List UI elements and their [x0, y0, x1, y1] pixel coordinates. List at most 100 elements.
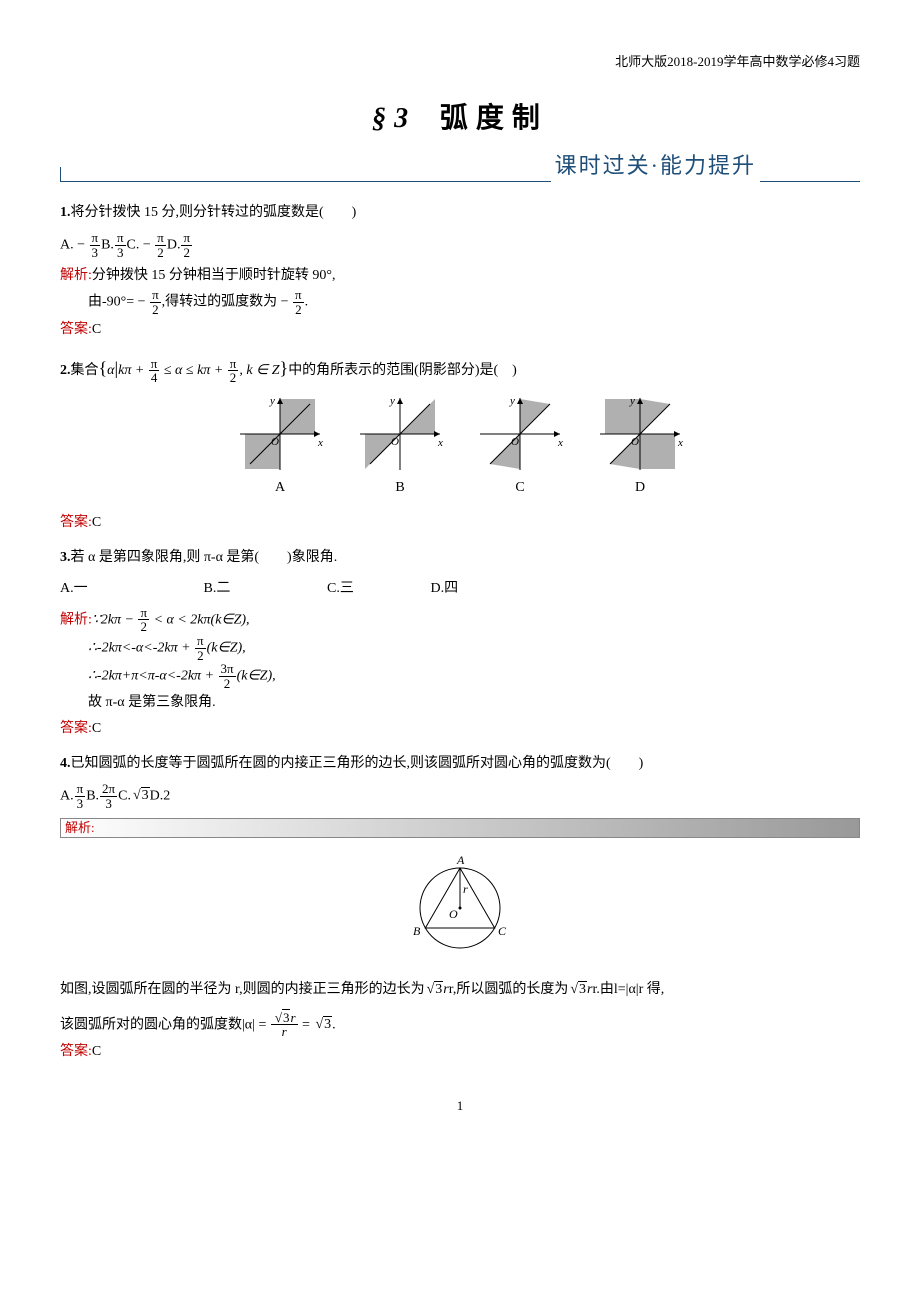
- angle-svg-b: x y O: [355, 395, 445, 473]
- set-close-brace: }: [280, 358, 289, 378]
- solution-line: 由-90°= − π2,得转过的弧度数为 − π2.: [88, 288, 860, 316]
- vertex-a-label: A: [456, 853, 465, 867]
- center-o-label: O: [449, 907, 458, 921]
- opt-d: D.2: [150, 788, 171, 803]
- problem-1: 1.将分针拨快 15 分,则分针转过的弧度数是( ): [60, 200, 860, 225]
- opt-a: A.一: [60, 576, 200, 601]
- answer-label: 答案:: [60, 1044, 92, 1059]
- svg-text:x: x: [557, 437, 563, 449]
- angle-svg-c: x y O: [475, 395, 565, 473]
- opt-b: B.二: [204, 576, 324, 601]
- page-number: 1: [60, 1094, 860, 1117]
- svg-text:O: O: [511, 436, 519, 448]
- solution-line: 解析:分钟拨快 15 分钟相当于顺时针旋转 90°,: [60, 263, 860, 288]
- frac-3pi-2: 3π2: [219, 662, 236, 690]
- subtitle-row: 课时过关·能力提升: [60, 150, 860, 182]
- solution-line: ∴-2kπ<-α<-2kπ + π2(k∈Z),: [88, 634, 860, 662]
- sqrt-3: 3: [273, 1011, 291, 1025]
- answer-value: C: [92, 515, 101, 530]
- frac-sqrt3r-r: 3rr: [271, 1011, 298, 1039]
- sqrt-3: 3: [425, 977, 444, 1002]
- sqrt-3: 3: [313, 1012, 332, 1037]
- frac-pi-2: π2: [228, 357, 239, 385]
- set-expr: , k ∈ Z: [239, 363, 279, 378]
- title-section-number: §3: [372, 103, 416, 134]
- set-open-brace: {: [99, 358, 108, 378]
- frac-pi-2: π2: [138, 606, 149, 634]
- svg-text:y: y: [269, 395, 275, 407]
- opt-d-prefix: D.: [167, 237, 181, 252]
- solution-text: ∴-2kπ<-α<-2kπ +: [88, 640, 194, 655]
- solution-text: < α < 2kπ(k∈Z),: [150, 612, 250, 627]
- subtitle-text: 课时过关·能力提升: [551, 146, 760, 186]
- frac-pi-3: π3: [75, 782, 86, 810]
- answer-line: 答案:C: [60, 317, 860, 342]
- svg-text:x: x: [317, 437, 323, 449]
- diagram-c: x y O C: [475, 395, 565, 500]
- svg-text:y: y: [629, 395, 635, 407]
- problem-3: 3.若 α 是第四象限角,则 π-α 是第( )象限角.: [60, 545, 860, 570]
- problem-3-options: A.一 B.二 C.三 D.四: [60, 576, 860, 601]
- problem-text: 将分针拨快 15 分,则分针转过的弧度数是( ): [71, 205, 357, 220]
- frac-pi-2: π2: [181, 231, 192, 259]
- svg-text:x: x: [437, 437, 443, 449]
- angle-svg-d: x y O: [595, 395, 685, 473]
- angle-svg-a: x y O: [235, 395, 325, 473]
- opt-a-prefix: A. −: [60, 237, 89, 252]
- solution-text: 分钟拨快 15 分钟相当于顺时针旋转 90°,: [92, 268, 336, 283]
- vertex-c-label: C: [498, 924, 507, 938]
- sqrt-3: 3: [131, 783, 150, 808]
- solution-line: ∴-2kπ+π<π-α<-2kπ + 3π2(k∈Z),: [88, 662, 860, 690]
- problem-text: 已知圆弧的长度等于圆弧所在圆的内接正三角形的边长,则该圆弧所对圆心角的弧度数为(…: [71, 756, 644, 771]
- solution-text: .: [305, 295, 309, 310]
- solution-line: 解析:∵2kπ − π2 < α < 2kπ(k∈Z),: [60, 606, 860, 634]
- opt-a-prefix: A.: [60, 788, 74, 803]
- diagram-label: B: [395, 480, 404, 495]
- frac-pi-2: π2: [155, 231, 166, 259]
- frac-pi-4: π4: [149, 357, 160, 385]
- problem-number: 1.: [60, 205, 71, 220]
- solution-bar: 解析:: [60, 818, 860, 838]
- answer-label: 答案:: [60, 322, 92, 337]
- diagram-label: A: [275, 480, 285, 495]
- problem-number: 2.: [60, 363, 71, 378]
- frac-pi-2: π2: [150, 288, 161, 316]
- frac-2pi-3: 2π3: [100, 782, 117, 810]
- problem-1-options: A. − π3B.π3C. − π2D.π2: [60, 231, 860, 259]
- answer-value: C: [92, 322, 101, 337]
- title-main: 弧度制: [440, 102, 548, 133]
- opt-b-prefix: B.: [101, 237, 114, 252]
- answer-line: 答案:C: [60, 510, 860, 535]
- diagram-a: x y O A: [235, 395, 325, 500]
- diagram-b: x y O B: [355, 395, 445, 500]
- solution-label: 解析:: [60, 612, 92, 627]
- answer-label: 答案:: [60, 515, 92, 530]
- radius-r-label: r: [463, 882, 468, 896]
- solution-text: ∵2kπ −: [92, 612, 138, 627]
- answer-value: C: [92, 1044, 101, 1059]
- diagram-d: x y O D: [595, 395, 685, 500]
- solution-text: (k∈Z),: [237, 669, 276, 684]
- solution-paragraph: 如图,设圆弧所在圆的半径为 r,则圆的内接正三角形的边长为3rr,所以圆弧的长度…: [60, 977, 860, 1002]
- svg-text:O: O: [391, 436, 399, 448]
- solution-paragraph: 该圆弧所对的圆心角的弧度数|α| = 3rr = 3.: [60, 1011, 860, 1039]
- solution-label: 解析:: [65, 820, 95, 835]
- problem-number: 3.: [60, 550, 71, 565]
- problem-text: 中的角所表示的范围(阴影部分)是( ): [288, 363, 517, 378]
- answer-line: 答案:C: [60, 1039, 860, 1064]
- solution-text: r.由l=|α|r 得,: [593, 982, 665, 997]
- answer-value: C: [92, 721, 101, 736]
- opt-c-prefix: C. −: [127, 237, 155, 252]
- solution-text: 如图,设圆弧所在圆的半径为 r,则圆的内接正三角形的边长为: [60, 982, 425, 997]
- solution-text: =: [299, 1017, 314, 1032]
- solution-line: 故 π-α 是第三象限角.: [88, 690, 860, 715]
- opt-c: C.三: [327, 576, 427, 601]
- solution-text: 该圆弧所对的圆心角的弧度数|α| =: [60, 1017, 270, 1032]
- opt-b-prefix: B.: [86, 788, 99, 803]
- solution-text: r,所以圆弧的长度为: [449, 982, 569, 997]
- problem-4-options: A.π3B.2π3C.3D.2: [60, 782, 860, 810]
- solution-text: ∴-2kπ+π<π-α<-2kπ +: [88, 669, 218, 684]
- angle-diagrams: x y O A x y O B: [60, 395, 860, 500]
- svg-text:O: O: [271, 436, 279, 448]
- opt-d: D.四: [431, 581, 459, 596]
